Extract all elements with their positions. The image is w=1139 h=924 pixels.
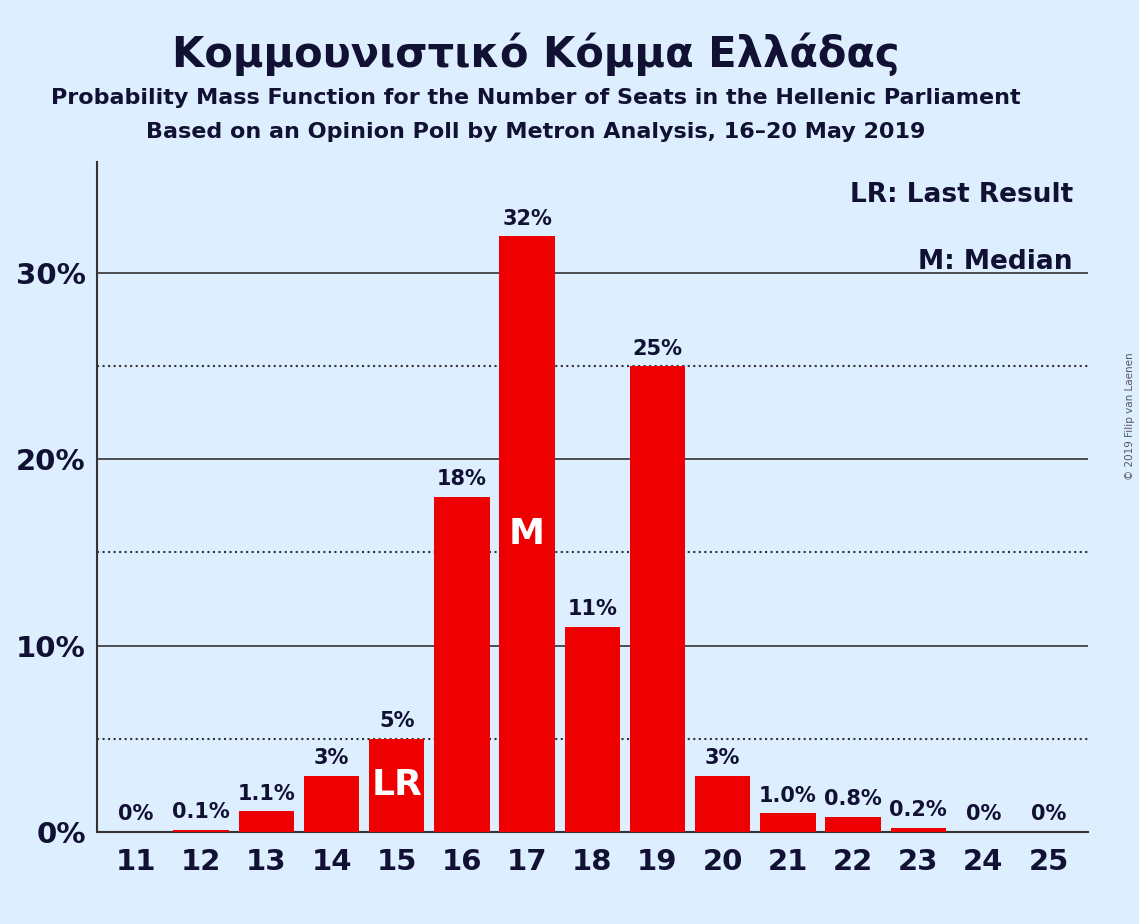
Text: 3%: 3% bbox=[314, 748, 350, 769]
Text: M: Median: M: Median bbox=[918, 249, 1073, 274]
Text: 0%: 0% bbox=[1031, 804, 1066, 824]
Text: © 2019 Filip van Laenen: © 2019 Filip van Laenen bbox=[1125, 352, 1134, 480]
Bar bbox=[826, 817, 880, 832]
Text: 25%: 25% bbox=[632, 339, 682, 359]
Text: 11%: 11% bbox=[567, 600, 617, 619]
Text: 0%: 0% bbox=[118, 804, 154, 824]
Text: 0%: 0% bbox=[966, 804, 1001, 824]
Bar bbox=[565, 626, 620, 832]
Bar bbox=[434, 497, 490, 832]
Bar bbox=[238, 811, 294, 832]
Bar bbox=[891, 828, 947, 832]
Text: LR: Last Result: LR: Last Result bbox=[850, 182, 1073, 208]
Text: 1.0%: 1.0% bbox=[759, 785, 817, 806]
Text: 0.8%: 0.8% bbox=[825, 789, 882, 809]
Bar bbox=[304, 776, 359, 832]
Text: 1.1%: 1.1% bbox=[237, 784, 295, 804]
Bar bbox=[173, 830, 229, 832]
Text: 32%: 32% bbox=[502, 209, 552, 229]
Text: Based on an Opinion Poll by Metron Analysis, 16–20 May 2019: Based on an Opinion Poll by Metron Analy… bbox=[146, 122, 925, 142]
Text: M: M bbox=[509, 517, 546, 551]
Bar bbox=[760, 813, 816, 832]
Text: 0.2%: 0.2% bbox=[890, 800, 948, 821]
Text: 0.1%: 0.1% bbox=[172, 802, 230, 822]
Bar bbox=[695, 776, 751, 832]
Text: Probability Mass Function for the Number of Seats in the Hellenic Parliament: Probability Mass Function for the Number… bbox=[50, 88, 1021, 108]
Bar bbox=[499, 237, 555, 832]
Text: 18%: 18% bbox=[437, 469, 486, 489]
Bar bbox=[630, 367, 686, 832]
Bar bbox=[369, 738, 425, 832]
Text: LR: LR bbox=[371, 768, 423, 802]
Text: Κομμουνιστικό Κόμμα Ελλάδας: Κομμουνιστικό Κόμμα Ελλάδας bbox=[172, 32, 899, 76]
Text: 3%: 3% bbox=[705, 748, 740, 769]
Text: 5%: 5% bbox=[379, 711, 415, 731]
